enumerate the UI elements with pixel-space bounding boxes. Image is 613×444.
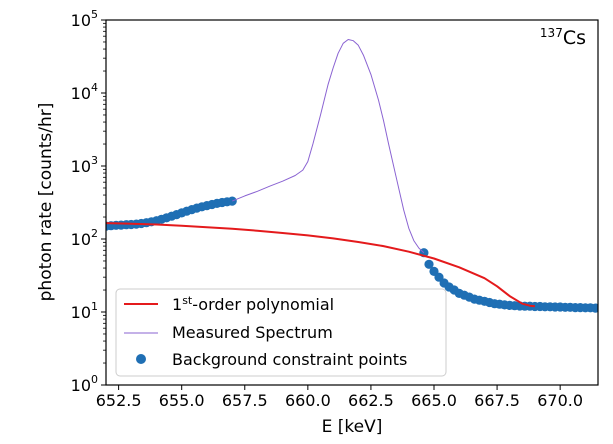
legend-polynomial-rest: -order polynomial (192, 295, 334, 314)
x-tick-label: 660.0 (285, 391, 331, 410)
y-axis-ticks: 100 101 102 103 104 105 (71, 8, 106, 395)
legend-box (115, 288, 447, 377)
background-point (424, 259, 434, 269)
x-axis-ticks: 652.5 655.0 657.5 660.0 662.5 665.0 667.5 670.0 (96, 385, 583, 410)
isotope-mass-number: 137 (540, 26, 563, 40)
plot-frame (105, 19, 599, 386)
x-tick-label: 662.5 (348, 391, 394, 410)
y-tick-label: 104 (71, 81, 98, 103)
legend-polynomial-superscript: st (182, 294, 193, 307)
legend-marker-background (136, 354, 146, 364)
x-tick-label: 670.0 (537, 391, 583, 410)
x-tick-label: 667.5 (474, 391, 520, 410)
legend-label-measured: Measured Spectrum (172, 323, 333, 342)
y-tick-label: 105 (71, 8, 98, 30)
isotope-annotation: 137Cs (540, 26, 586, 49)
x-tick-label: 665.0 (411, 391, 457, 410)
y-tick-label: 100 (71, 373, 98, 395)
legend: 1st-order polynomial Measured Spectrum B… (115, 288, 447, 377)
x-tick-label: 655.0 (159, 391, 205, 410)
measured-spectrum-line (232, 39, 425, 254)
x-tick-label: 657.5 (222, 391, 268, 410)
legend-label-polynomial: 1st-order polynomial (172, 294, 334, 314)
series-layer (106, 39, 598, 313)
y-axis-label: photon rate [counts/hr] (36, 103, 56, 302)
legend-polynomial-main: 1 (172, 295, 182, 314)
isotope-element: Cs (563, 27, 586, 49)
x-tick-label: 652.5 (96, 391, 142, 410)
polynomial-fit-line (106, 222, 535, 308)
y-tick-label: 101 (71, 300, 98, 322)
y-tick-label: 102 (71, 227, 98, 249)
background-point (227, 196, 237, 206)
background-point (590, 303, 598, 313)
y-tick-label: 103 (71, 154, 98, 176)
legend-label-background: Background constraint points (172, 350, 407, 369)
x-axis-label: E [keV] (322, 417, 383, 437)
